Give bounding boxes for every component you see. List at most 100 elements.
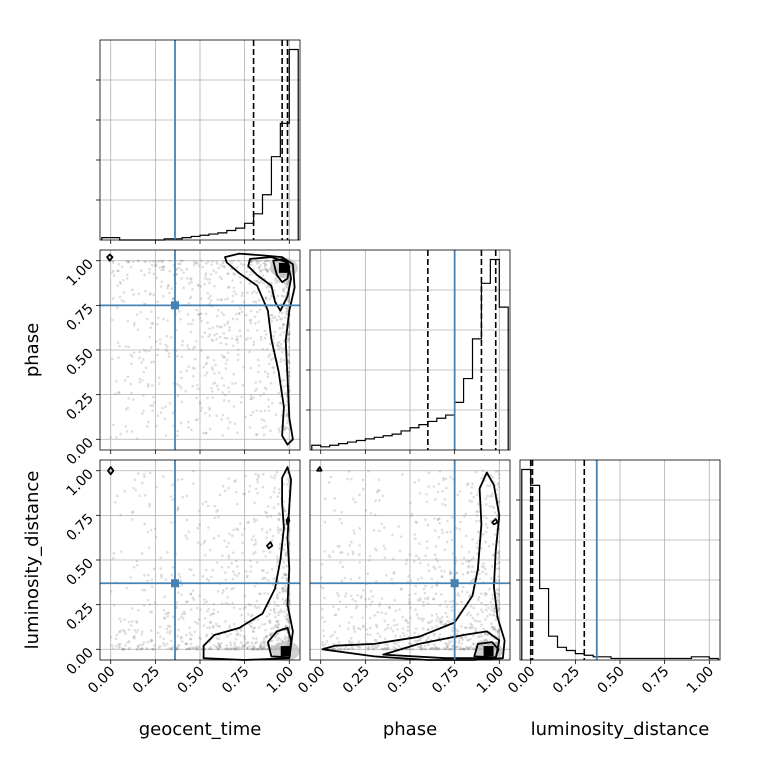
sample-point <box>192 469 195 473</box>
sample-point <box>275 555 279 558</box>
sample-point <box>208 278 212 281</box>
sample-point <box>191 318 195 322</box>
sample-point <box>349 577 353 581</box>
sample-point <box>438 565 442 569</box>
sample-point <box>450 516 454 519</box>
sample-point <box>480 634 484 638</box>
sample-point <box>287 296 291 300</box>
sample-point <box>222 259 225 263</box>
sample-point <box>418 598 422 602</box>
sample-point <box>358 544 361 547</box>
sample-point <box>232 551 235 554</box>
sample-point <box>251 644 255 648</box>
sample-point <box>224 362 228 365</box>
sample-point <box>287 374 291 378</box>
sample-point <box>474 629 478 633</box>
sample-point <box>217 534 220 538</box>
sample-point <box>496 596 499 599</box>
sample-point <box>283 572 286 576</box>
sample-point <box>276 593 279 597</box>
y-tick-label: 1.00 <box>63 466 96 499</box>
y-tick-label: 0.50 <box>63 556 96 589</box>
sample-point <box>261 268 264 272</box>
sample-point <box>448 647 452 651</box>
sample-point <box>340 521 344 525</box>
sample-point <box>141 588 144 592</box>
sample-point <box>243 527 246 530</box>
sample-point <box>436 518 440 521</box>
sample-point <box>122 647 125 651</box>
sample-point <box>234 382 238 385</box>
sample-point <box>215 637 219 640</box>
sample-point <box>380 647 383 651</box>
sample-point <box>264 267 267 271</box>
sample-point <box>287 366 291 370</box>
sample-point <box>220 325 223 329</box>
sample-point <box>157 646 161 649</box>
sample-point <box>366 572 370 575</box>
sample-point <box>270 313 274 317</box>
sample-point <box>268 551 272 554</box>
sample-point <box>217 515 220 519</box>
sample-point <box>426 628 430 631</box>
sample-point <box>496 592 500 596</box>
sample-point <box>228 532 231 536</box>
sample-point <box>497 629 501 633</box>
sample-point <box>219 645 222 649</box>
sample-point <box>373 614 376 617</box>
sample-point <box>272 609 276 612</box>
sample-point <box>193 345 197 349</box>
sample-point <box>432 643 436 646</box>
sample-point <box>405 619 408 623</box>
sample-point <box>418 638 422 642</box>
sample-point <box>278 542 282 546</box>
sample-point <box>179 317 182 321</box>
sample-point <box>147 420 150 424</box>
sample-point <box>164 434 168 437</box>
sample-point <box>358 561 362 564</box>
sample-point <box>496 630 500 634</box>
sample-point <box>211 368 215 371</box>
sample-point <box>250 625 253 629</box>
sample-point <box>253 501 256 505</box>
sample-point <box>244 474 247 478</box>
sample-point <box>176 354 179 358</box>
sample-point <box>235 335 239 339</box>
sample-point <box>260 647 263 651</box>
sample-point <box>143 493 147 497</box>
sample-point <box>369 603 372 606</box>
sample-point <box>238 633 242 637</box>
sample-point <box>277 491 281 495</box>
sample-point <box>277 610 281 614</box>
sample-point <box>397 525 401 528</box>
sample-point <box>124 345 128 348</box>
sample-point <box>185 494 189 498</box>
sample-point <box>445 645 449 649</box>
sample-point <box>189 277 192 281</box>
sample-point <box>388 606 392 609</box>
sample-point <box>162 609 166 612</box>
sample-point <box>211 339 215 343</box>
sample-point <box>238 307 242 310</box>
sample-point <box>478 620 482 623</box>
sample-point <box>122 278 125 282</box>
sample-point <box>201 265 204 269</box>
sample-point <box>480 601 483 605</box>
sample-point <box>273 288 276 292</box>
sample-point <box>484 522 488 526</box>
sample-point <box>262 576 266 580</box>
x-tick-label: 0.75 <box>219 664 252 697</box>
sample-point <box>450 605 454 609</box>
sample-point <box>208 406 211 410</box>
sample-point <box>246 336 249 340</box>
sample-point <box>252 646 256 649</box>
sample-point <box>236 565 239 568</box>
sample-point <box>211 382 215 386</box>
sample-point <box>227 541 230 545</box>
sample-point <box>438 470 442 473</box>
sample-point <box>222 331 226 335</box>
sample-point <box>424 647 428 651</box>
sample-point <box>346 477 349 481</box>
sample-point <box>259 269 262 272</box>
sample-point <box>287 345 291 349</box>
